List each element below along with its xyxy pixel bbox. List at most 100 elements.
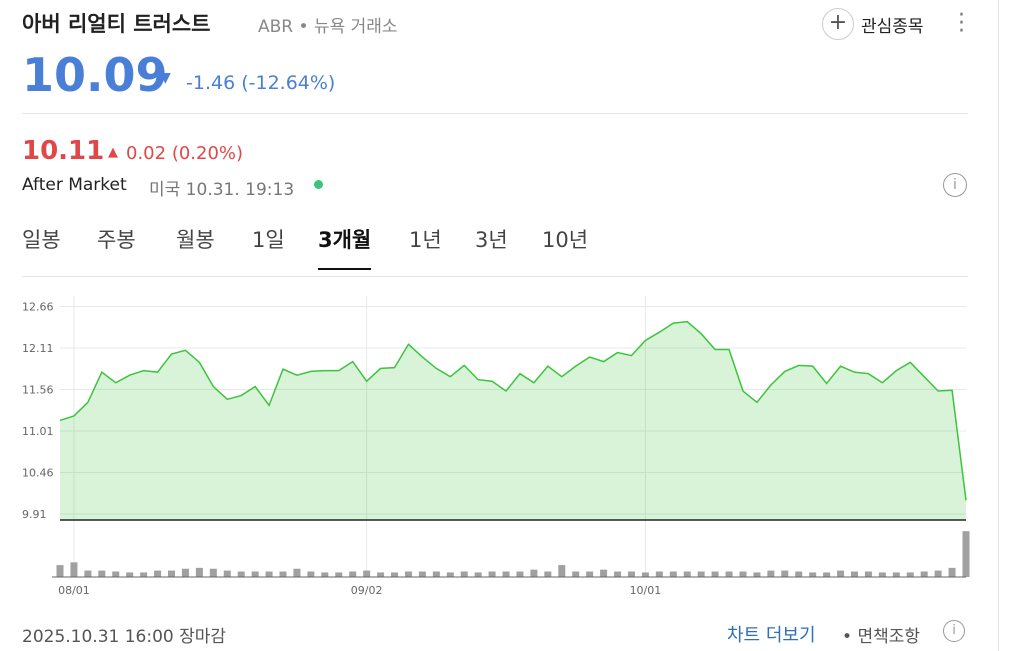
down-arrow: ▼ [160, 70, 171, 86]
tab-bar: 일봉 주봉 월봉 1일 3개월 1년 3년 10년 [0, 222, 1000, 276]
x-tick-label: 10/01 [630, 584, 662, 597]
divider [22, 113, 968, 114]
volume-bar [321, 572, 329, 577]
volume-bar [168, 570, 176, 577]
volume-bar [627, 571, 635, 577]
volume-bar [432, 571, 440, 577]
change: -1.46 (-12.64%) [186, 72, 335, 94]
volume-bar [377, 572, 385, 577]
volume-bar [823, 572, 831, 577]
volume-bar [572, 571, 580, 577]
more-chart-link[interactable]: 차트 더보기 [727, 625, 816, 646]
tab[interactable]: 1년 [409, 228, 442, 252]
volume-bar [70, 562, 78, 577]
after-time: 미국 10.31. 19:13 [149, 180, 295, 200]
more-menu[interactable]: · · · [958, 3, 965, 44]
volume-bar [934, 570, 942, 577]
tab[interactable]: 주봉 [97, 228, 136, 252]
volume-bar [195, 567, 203, 577]
volume-bar [181, 568, 189, 577]
volume-bar [614, 571, 622, 577]
disclaimer[interactable]: • 면책조항 [842, 627, 920, 647]
stock-name: 아버 리얼티 트러스트 [22, 12, 211, 36]
watch-button[interactable]: 관심종목 [861, 17, 924, 37]
tab[interactable]: 3년 [475, 228, 508, 252]
tab[interactable]: 일봉 [22, 228, 61, 252]
volume-bar [209, 568, 217, 577]
volume-bar [404, 571, 412, 577]
timestamp: 2025.10.31 16:00 장마감 [22, 627, 227, 647]
volume-bar [669, 571, 677, 577]
ticker-code: ABR [258, 17, 294, 37]
up-arrow: ▲ [108, 145, 118, 160]
volume-bar [544, 571, 552, 577]
volume-bar [655, 571, 663, 577]
volume-bar [307, 571, 315, 577]
change-abs: -1.46 [186, 72, 236, 94]
price-line [59, 320, 967, 501]
tab[interactable]: 10년 [542, 228, 589, 252]
volume-bar [586, 571, 594, 577]
y-tick-label: 12.66 [22, 301, 54, 314]
volume-bar [460, 571, 468, 577]
volume-bar [795, 571, 803, 577]
volume-bar [251, 571, 259, 577]
volume-bar [154, 570, 162, 577]
volume-bar [850, 571, 858, 577]
add-watch-icon[interactable]: + [822, 8, 854, 40]
after-change: 0.02 (0.20%) [126, 143, 243, 164]
volume-bar [363, 570, 371, 577]
volume-bar [683, 571, 691, 577]
volume-bar [265, 571, 273, 577]
volume-bar [474, 572, 482, 577]
volume-bar [948, 567, 956, 577]
volume-bar [697, 571, 705, 577]
tab[interactable]: 3개월 [318, 224, 372, 270]
volume-bar [530, 569, 538, 577]
volume-bar [418, 571, 426, 577]
tab[interactable]: 1일 [252, 228, 285, 252]
volume-bar [446, 572, 454, 577]
volume-bar [558, 565, 566, 577]
price: 10.09 [22, 48, 168, 102]
volume-bar [864, 571, 872, 577]
volume-bar [488, 571, 496, 577]
volume-bar [126, 572, 134, 577]
y-tick-label: 11.01 [22, 425, 54, 438]
volume-bar [84, 570, 92, 577]
volume-bar [739, 571, 747, 577]
x-tick-label: 09/02 [351, 584, 383, 597]
volume-bar [56, 565, 64, 577]
volume-bar [502, 571, 510, 577]
volume-bar [293, 568, 301, 577]
volume-bar [223, 570, 231, 577]
volume-bar [641, 572, 649, 577]
volume-bar [809, 572, 817, 577]
volume-bar [140, 572, 148, 577]
disclaimer-icon[interactable]: i [943, 620, 965, 642]
tab-divider [22, 276, 968, 277]
volume-bar [892, 572, 900, 577]
info-icon[interactable]: i [943, 173, 967, 197]
volume-bar [878, 572, 886, 577]
area-fill [60, 321, 966, 520]
disclaimer-text[interactable]: 면책조항 [857, 627, 920, 647]
volume-bar [279, 571, 287, 577]
x-tick-label: 08/01 [58, 584, 90, 597]
volume-bar [837, 570, 845, 577]
volume-bar [112, 571, 120, 577]
volume-bar [600, 569, 608, 577]
exchange: 뉴욕 거래소 [313, 17, 398, 37]
volume-bar [962, 531, 970, 577]
change-pct: (-12.64%) [241, 72, 336, 94]
after-label: After Market [22, 175, 127, 195]
y-tick-label: 12.11 [22, 342, 54, 355]
tab[interactable]: 월봉 [176, 228, 215, 252]
volume-bar [516, 571, 524, 577]
volume-bar [391, 572, 399, 577]
volume-bar [725, 571, 733, 577]
y-tick-label: 10.46 [22, 466, 54, 479]
volume-bar [781, 570, 789, 577]
volume-bar [349, 571, 357, 577]
